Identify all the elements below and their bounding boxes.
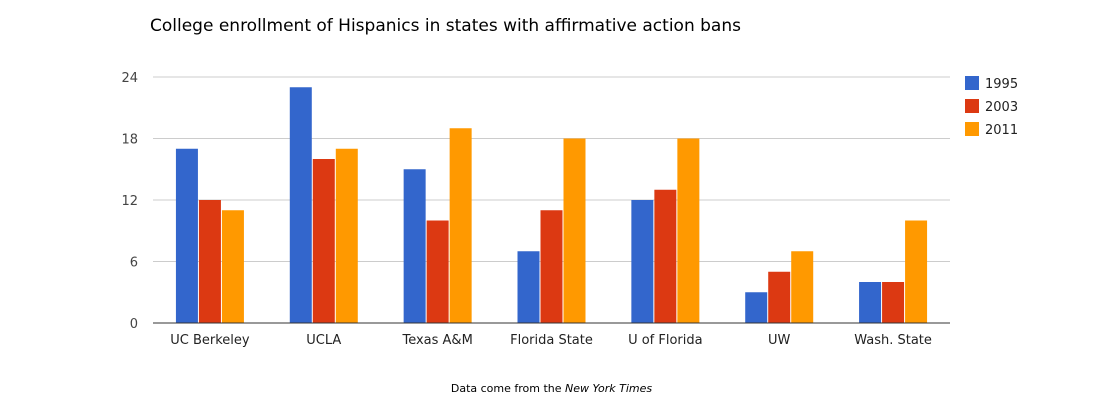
bar-2003: [426, 220, 449, 323]
x-tick-label: Florida State: [510, 333, 593, 348]
source-publication: New York Times: [565, 382, 653, 395]
y-tick-label: 12: [121, 194, 138, 209]
chart-title: College enrollment of Hispanics in state…: [150, 16, 741, 36]
bar-1995: [859, 282, 882, 323]
y-tick-label: 24: [121, 71, 138, 86]
bar-2011: [791, 251, 814, 323]
bar-1995: [403, 169, 426, 323]
legend-swatch: [965, 76, 979, 90]
bar-2003: [312, 159, 335, 323]
bar-2011: [563, 138, 586, 323]
x-tick-label: Wash. State: [854, 333, 932, 348]
legend-swatch: [965, 122, 979, 136]
bar-1995: [517, 251, 540, 323]
y-tick-label: 0: [130, 317, 138, 332]
legend-label: 1995: [985, 77, 1018, 92]
bar-2011: [449, 128, 472, 323]
x-tick-label: UCLA: [306, 333, 341, 348]
legend-label: 2011: [985, 123, 1018, 138]
bar-2003: [198, 200, 221, 323]
source-note: Data come from the New York Times: [0, 382, 1103, 395]
y-tick-label: 6: [130, 256, 138, 271]
bar-1995: [745, 292, 768, 323]
y-tick-label: 18: [121, 133, 138, 148]
bar-1995: [175, 148, 198, 323]
x-tick-label: Texas A&M: [401, 333, 472, 348]
legend-swatch: [965, 99, 979, 113]
bar-2003: [540, 210, 563, 323]
bars: [175, 87, 928, 323]
bar-2003: [882, 282, 905, 323]
bar-2011: [677, 138, 700, 323]
bar-1995: [289, 87, 312, 323]
x-tick-label: UW: [768, 333, 791, 348]
x-tick-label: U of Florida: [628, 333, 703, 348]
bar-2011: [905, 220, 928, 323]
source-prefix: Data come from the: [450, 382, 566, 395]
bar-1995: [631, 200, 654, 323]
bar-2003: [654, 189, 677, 323]
x-tick-label: UC Berkeley: [170, 333, 250, 348]
bar-2011: [335, 148, 358, 323]
legend: 1995 2003 2011: [965, 76, 1018, 138]
legend-label: 2003: [985, 100, 1018, 115]
bar-2003: [768, 271, 791, 323]
bar-2011: [221, 210, 244, 323]
axes: 0 6 12 18 24 UC Berkeley UCLA Texas A&M Florida …: [121, 71, 950, 348]
